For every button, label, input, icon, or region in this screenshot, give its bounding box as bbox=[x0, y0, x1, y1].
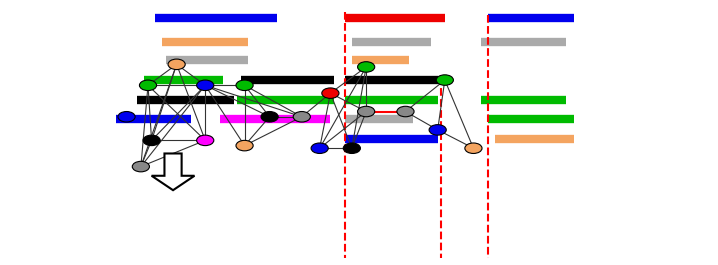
Ellipse shape bbox=[311, 143, 328, 153]
Ellipse shape bbox=[343, 143, 360, 153]
Ellipse shape bbox=[322, 88, 339, 98]
Ellipse shape bbox=[132, 161, 149, 172]
Ellipse shape bbox=[437, 75, 453, 85]
Ellipse shape bbox=[429, 125, 447, 135]
Ellipse shape bbox=[197, 80, 214, 91]
Ellipse shape bbox=[118, 112, 135, 122]
Polygon shape bbox=[151, 153, 195, 190]
Ellipse shape bbox=[358, 106, 375, 117]
Ellipse shape bbox=[139, 80, 157, 91]
Ellipse shape bbox=[358, 62, 375, 72]
Ellipse shape bbox=[261, 112, 278, 122]
Ellipse shape bbox=[465, 143, 482, 153]
Ellipse shape bbox=[168, 59, 185, 70]
Ellipse shape bbox=[397, 106, 414, 117]
Ellipse shape bbox=[197, 135, 214, 145]
Ellipse shape bbox=[293, 112, 310, 122]
Ellipse shape bbox=[143, 135, 160, 145]
Ellipse shape bbox=[236, 140, 253, 151]
Ellipse shape bbox=[236, 80, 253, 91]
